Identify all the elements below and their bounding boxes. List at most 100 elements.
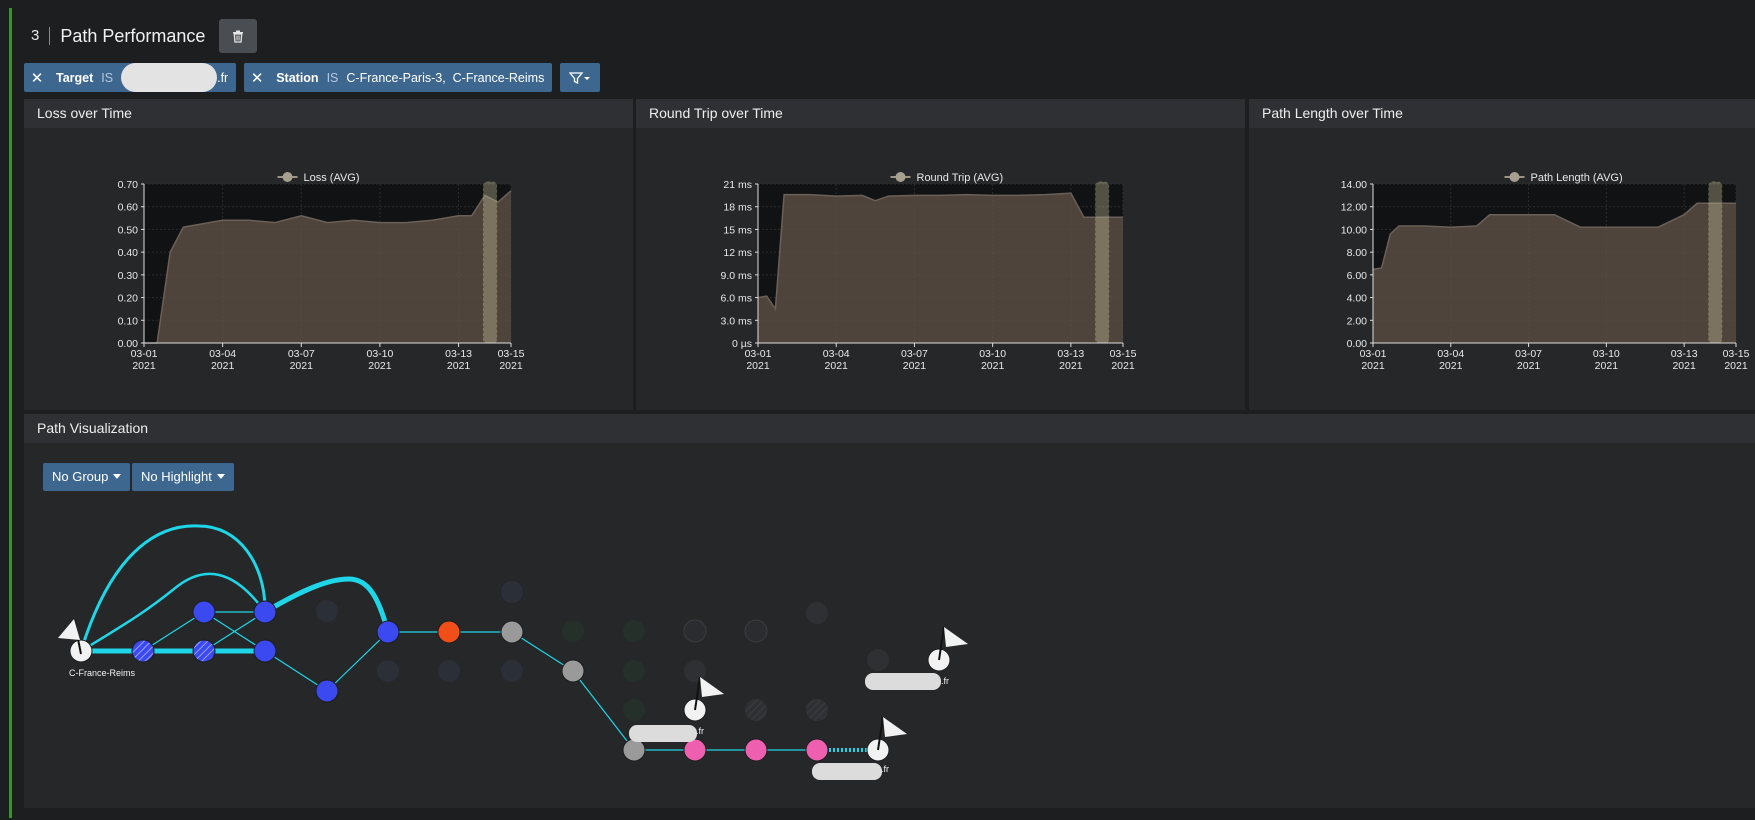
x-tick-year: 2021 <box>1672 360 1696 372</box>
y-tick-label: 0.70 <box>118 179 139 191</box>
x-tick-year: 2021 <box>1361 360 1385 372</box>
loss-chart: Loss (AVG) 0.00 0.10 0.20 0.30 0.40 0.50 0.60 0.… <box>118 172 525 372</box>
x-tick-label: 03-10 <box>1593 348 1620 360</box>
y-tick-label: 6.0 ms <box>720 293 752 305</box>
x-tick-label: 03-13 <box>1057 348 1084 360</box>
filter-key: Target <box>56 70 94 85</box>
y-tick-label: 0.00 <box>118 338 139 350</box>
filter-operator: IS <box>101 70 114 85</box>
x-tick-year: 2021 <box>368 360 392 372</box>
y-tick-label: 0.00 <box>1347 338 1368 350</box>
group-dropdown-label: No Group <box>52 469 109 484</box>
redacted-value <box>121 63 218 92</box>
y-tick-label: 18 ms <box>723 202 752 214</box>
x-tick-year: 2021 <box>903 360 927 372</box>
destination-label-suffix: .fr <box>696 726 704 736</box>
x-tick-label: 03-04 <box>209 348 236 360</box>
hop-node <box>376 620 400 644</box>
destination-flag-icon <box>938 626 968 661</box>
path-length-panel: Path Length over Time Path Length (AVG) 0… <box>1249 99 1755 410</box>
filter-chip-target: ✕ Target IS .fr <box>24 63 237 92</box>
x-tick-label: 03-13 <box>1671 348 1698 360</box>
hop-node <box>437 620 461 644</box>
x-tick-label: 03-04 <box>823 348 850 360</box>
section-number: 3 <box>31 27 51 45</box>
path-length-chart: Path Length (AVG) 0.00 2.00 4.00 6.00 8.00 10.… <box>1341 172 1750 372</box>
redacted-label <box>865 673 941 690</box>
series-line <box>1372 202 1736 270</box>
selection-highlight <box>1708 181 1723 344</box>
legend-marker <box>1509 172 1520 182</box>
y-tick-label: 6.00 <box>1347 270 1368 282</box>
x-tick-label: 03-10 <box>366 348 393 360</box>
legend-marker <box>895 172 906 182</box>
y-tick-label: 12 ms <box>723 247 752 259</box>
x-tick-label: 03-07 <box>288 348 315 360</box>
y-tick-label: 0 µs <box>732 338 752 350</box>
series-line <box>144 190 512 344</box>
destination-flag-icon <box>877 716 907 751</box>
x-tick-year: 2021 <box>825 360 849 372</box>
path-length-panel-title: Path Length over Time <box>1249 99 1755 128</box>
legend-label: Loss (AVG) <box>304 172 360 184</box>
x-tick-year: 2021 <box>1439 360 1463 372</box>
x-tick-label: 03-15 <box>1723 348 1750 360</box>
funnel-icon <box>569 71 591 84</box>
x-tick-year: 2021 <box>1724 360 1748 372</box>
path-graph: C-France-Reims .fr .fr .fr <box>58 524 968 780</box>
filter-key: Station <box>276 70 319 85</box>
x-tick-label: 03-10 <box>979 348 1006 360</box>
x-tick-year: 2021 <box>1111 360 1135 372</box>
series-area <box>758 193 1123 343</box>
group-dropdown[interactable]: No Group <box>43 463 131 491</box>
x-tick-label: 03-13 <box>445 348 472 360</box>
filter-value: C-France-Paris-3, C-France-Reims <box>346 70 545 85</box>
x-tick-label: 03-07 <box>901 348 928 360</box>
section-title: Path Performance <box>60 25 206 46</box>
highlight-dropdown[interactable]: No Highlight <box>132 463 234 491</box>
hop-node <box>805 738 829 762</box>
path-visualization-title: Path Visualization <box>24 414 1755 443</box>
redacted-label <box>812 763 882 780</box>
x-tick-label: 03-04 <box>1437 348 1464 360</box>
path-visualization-panel: Path Visualization No Group No Highlight <box>24 414 1755 808</box>
hop-node <box>500 620 524 644</box>
y-tick-label: 3.0 ms <box>720 315 752 327</box>
section-header: 3 Path Performance <box>24 18 258 54</box>
loss-panel: Loss over Time Loss (AVG) 0.00 0.10 0.20 0.3… <box>24 99 633 410</box>
hop-node <box>192 639 216 663</box>
section-accent-bar <box>9 8 12 818</box>
series-line <box>757 192 1123 312</box>
y-tick-label: 14.00 <box>1341 179 1367 191</box>
x-tick-year: 2021 <box>981 360 1005 372</box>
flag-icons <box>58 618 968 751</box>
loss-panel-title: Loss over Time <box>24 99 633 128</box>
delete-section-button[interactable] <box>219 19 258 53</box>
trash-icon <box>233 30 244 43</box>
hop-node <box>253 600 277 624</box>
remove-target-filter-button[interactable]: ✕ <box>30 69 44 87</box>
x-tick-year: 2021 <box>447 360 471 372</box>
y-tick-label: 2.00 <box>1347 315 1368 327</box>
hop-node <box>683 738 707 762</box>
x-tick-label: 03-01 <box>745 348 772 360</box>
chevron-down-icon <box>216 474 225 480</box>
add-filter-button[interactable] <box>560 63 601 92</box>
hop-node <box>253 639 277 663</box>
y-tick-label: 0.50 <box>118 224 139 236</box>
filter-chip-station: ✕ Station IS C-France-Paris-3, C-France-… <box>244 63 553 92</box>
x-tick-year: 2021 <box>211 360 235 372</box>
y-tick-label: 8.00 <box>1347 247 1368 259</box>
hop-node <box>622 738 646 762</box>
chevron-down-icon <box>113 474 122 480</box>
rtt-panel-title: Round Trip over Time <box>636 99 1245 128</box>
series-area <box>144 190 511 343</box>
x-tick-year: 2021 <box>1059 360 1083 372</box>
x-tick-label: 03-15 <box>498 348 525 360</box>
x-tick-label: 03-01 <box>131 348 158 360</box>
hop-node <box>131 639 155 663</box>
filter-bar: ✕ Target IS .fr ✕ Station IS C-France-Pa… <box>24 63 601 92</box>
source-label: C-France-Reims <box>69 668 136 678</box>
remove-station-filter-button[interactable]: ✕ <box>250 69 264 87</box>
y-tick-label: 0.30 <box>118 270 139 282</box>
